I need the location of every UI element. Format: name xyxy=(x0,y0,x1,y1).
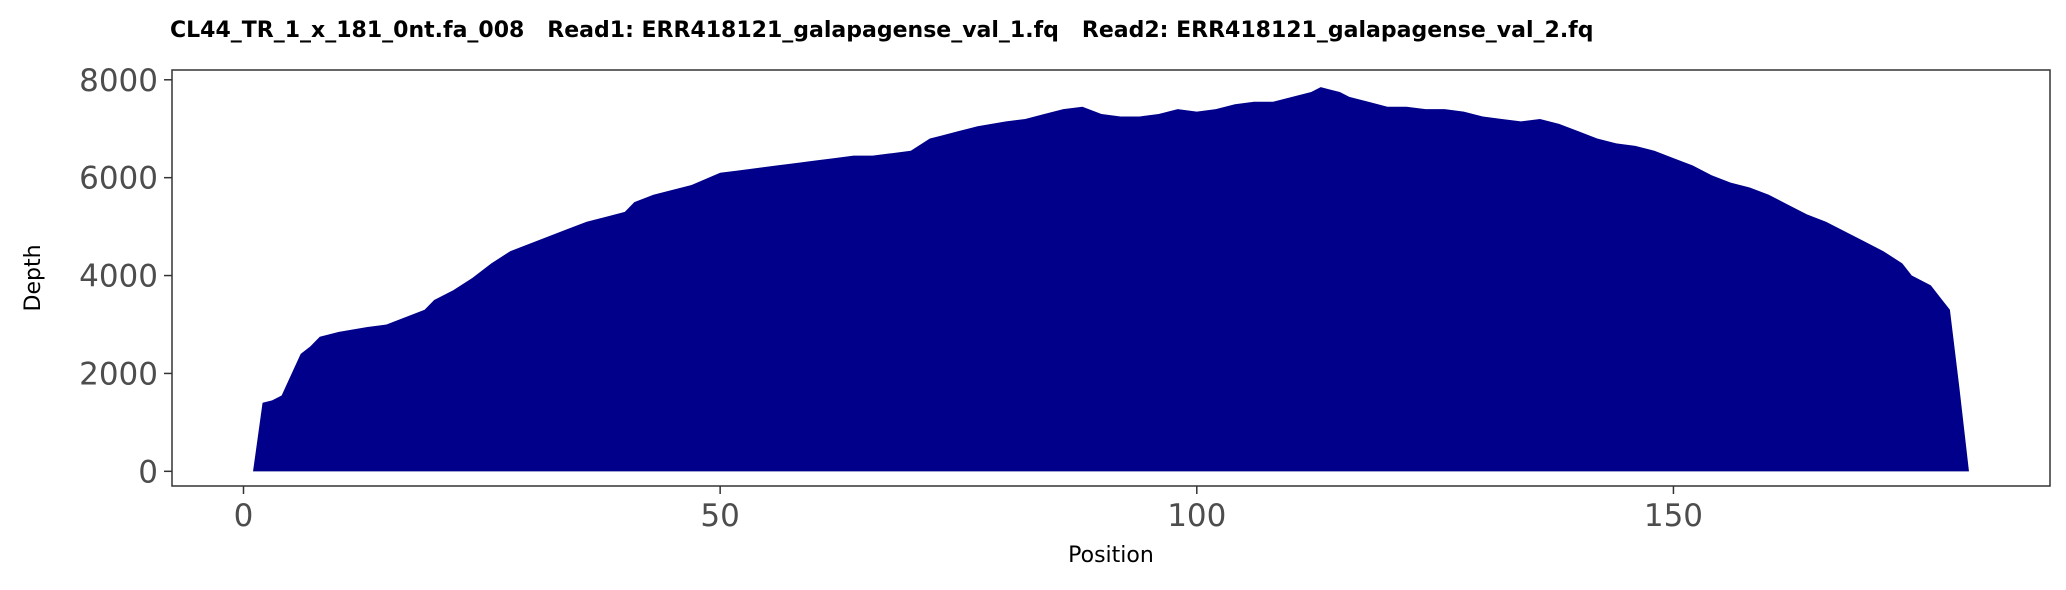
y-tick-label: 8000 xyxy=(79,63,158,99)
x-axis-title: Position xyxy=(1068,543,1154,568)
x-tick-label: 0 xyxy=(234,498,254,534)
y-tick-label: 6000 xyxy=(79,161,158,197)
y-tick-label: 4000 xyxy=(79,259,158,295)
x-tick-label: 150 xyxy=(1644,498,1703,534)
depth-area xyxy=(253,87,1969,472)
x-tick-label: 50 xyxy=(700,498,739,534)
y-tick-label: 0 xyxy=(138,454,158,490)
chart-title: CL44_TR_1_x_181_0nt.fa_008 Read1: ERR418… xyxy=(170,18,1594,43)
x-tick-label: 100 xyxy=(1167,498,1226,534)
y-axis-title: Depth xyxy=(21,244,46,311)
y-tick-label: 2000 xyxy=(79,356,158,392)
panel-border xyxy=(171,69,2051,487)
